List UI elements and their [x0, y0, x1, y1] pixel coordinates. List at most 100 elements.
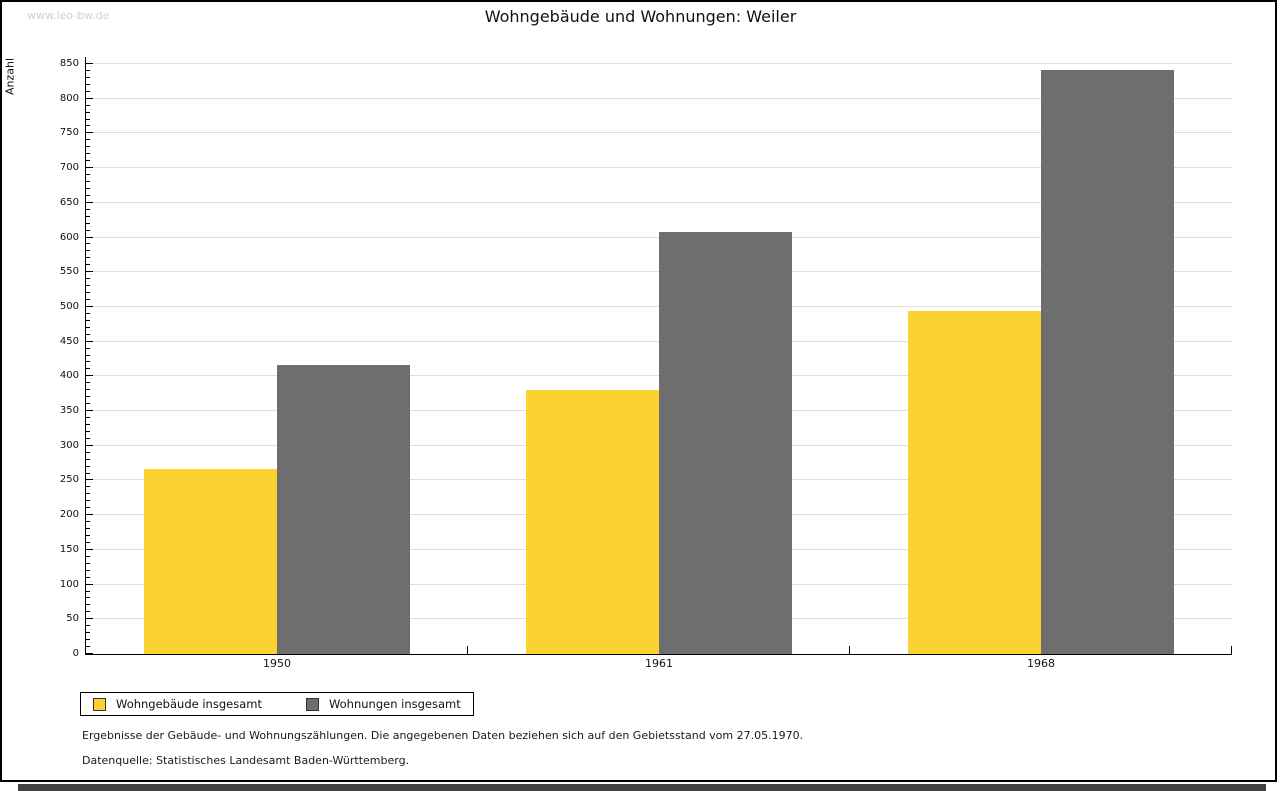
y-gridline: [86, 201, 1232, 203]
y-axis-minor-tick: [86, 354, 90, 356]
y-axis-minor-tick: [86, 486, 90, 488]
y-gridline: [86, 167, 1232, 169]
legend: Wohngebäude insgesamt Wohnungen insgesam…: [80, 692, 474, 716]
y-axis-minor-tick: [86, 181, 90, 182]
y-axis-minor-tick: [86, 646, 90, 648]
y-axis-tick-label: 850: [59, 58, 79, 69]
y-axis-tick-label: 300: [59, 439, 79, 451]
legend-label: Wohnungen insgesamt: [328, 697, 461, 711]
y-axis-minor-tick: [86, 576, 90, 578]
y-axis-minor-tick: [86, 604, 90, 606]
y-axis-tick-label: 650: [59, 196, 79, 208]
y-axis-minor-tick: [86, 76, 90, 78]
y-gridline: [86, 132, 1232, 134]
y-gridline: [86, 63, 1232, 64]
y-axis-major-tick: [86, 167, 93, 169]
y-axis-major-tick: [86, 410, 93, 412]
y-axis-tick-label: 400: [59, 370, 79, 382]
y-axis-minor-tick: [86, 500, 90, 502]
y-axis-tick-label: 450: [59, 335, 79, 347]
y-axis-minor-tick: [86, 299, 90, 300]
y-axis-minor-tick: [86, 597, 90, 599]
y-axis-minor-tick: [86, 319, 90, 321]
y-axis-minor-tick: [86, 632, 90, 634]
x-axis-boundary-tick: [467, 646, 468, 654]
y-axis-minor-tick: [86, 153, 90, 155]
y-axis-minor-tick: [86, 215, 90, 217]
y-axis-major-tick: [86, 63, 93, 64]
y-axis-minor-tick: [86, 69, 90, 71]
y-axis-minor-tick: [86, 104, 90, 106]
y-axis-minor-tick: [86, 535, 90, 536]
y-axis-minor-tick: [86, 326, 90, 328]
y-axis-major-tick: [86, 375, 93, 377]
y-axis-minor-tick: [86, 458, 90, 460]
y-gridline: [86, 97, 1232, 99]
y-axis-tick-label: 750: [59, 127, 79, 139]
y-axis-tick-label: 550: [59, 266, 79, 278]
bar-1950-wohnungen: [277, 365, 410, 654]
y-axis-tick-label: 50: [66, 613, 79, 625]
y-axis-major-tick: [86, 514, 93, 516]
y-axis-tick-label: 250: [59, 474, 79, 486]
y-axis-tick-label: 700: [59, 162, 79, 174]
x-axis-category-label: 1968: [1027, 657, 1055, 670]
plot-area: 0 50 100 150 200 250 300 350 400 450 500 550 600 650 7…: [60, 57, 1232, 670]
y-axis-minor-tick: [86, 208, 90, 210]
watermark-link: www.leo-bw.de: [27, 9, 110, 22]
y-axis-tick-label: 800: [59, 92, 79, 104]
y-axis-minor-tick: [86, 437, 90, 439]
y-axis-minor-tick: [86, 521, 90, 523]
y-axis-minor-tick: [86, 368, 90, 370]
y-axis-major-tick: [86, 653, 93, 654]
y-axis-minor-tick: [86, 292, 90, 294]
y-axis-minor-tick: [86, 250, 90, 252]
y-axis-minor-tick: [86, 264, 90, 266]
y-axis-minor-tick: [86, 90, 90, 92]
y-axis-minor-tick: [86, 194, 90, 196]
y-axis-major-tick: [86, 271, 93, 273]
y-axis-minor-tick: [86, 569, 90, 571]
y-axis-major-tick: [86, 132, 93, 134]
chart-title: Wohngebäude und Wohnungen: Weiler: [484, 7, 797, 26]
y-axis-minor-tick: [86, 430, 90, 432]
x-axis-boundary-tick: [849, 646, 850, 654]
y-axis-minor-tick: [86, 451, 90, 453]
y-axis-tick-label: 200: [59, 509, 79, 521]
y-axis-minor-tick: [86, 278, 90, 280]
y-axis-minor-tick: [86, 222, 90, 224]
y-axis-minor-tick: [86, 382, 90, 384]
y-axis-major-tick: [86, 444, 93, 446]
y-axis-minor-tick: [86, 590, 90, 592]
x-axis-category-label: 1961: [645, 657, 673, 670]
y-axis-major-tick: [86, 236, 93, 238]
y-axis-major-tick: [86, 479, 93, 481]
y-axis-minor-tick: [86, 118, 90, 120]
bar-1950-wohngebaeude: [144, 469, 277, 654]
y-axis-minor-tick: [86, 611, 90, 613]
y-axis-minor-tick: [86, 285, 90, 287]
y-axis-minor-tick: [86, 111, 90, 113]
y-axis-major-tick: [86, 97, 93, 99]
y-axis-minor-tick: [86, 625, 90, 627]
legend-swatch-yellow: [93, 697, 106, 711]
y-axis-minor-tick: [86, 541, 90, 543]
y-axis-minor-tick: [86, 160, 90, 162]
y-axis-minor-tick: [86, 125, 90, 127]
y-axis-minor-tick: [86, 423, 90, 425]
y-axis-tick-label: 150: [59, 543, 79, 555]
legend-swatch-gray: [305, 697, 319, 711]
y-axis-tick-label: 100: [59, 578, 79, 590]
footnote-line-1: Ergebnisse der Gebäude- und Wohnungszähl…: [82, 729, 804, 742]
y-axis-major-tick: [86, 583, 93, 585]
y-axis-tick-label: 500: [59, 300, 79, 312]
y-axis-minor-tick: [86, 507, 90, 509]
y-axis-minor-tick: [86, 174, 90, 176]
y-axis-minor-tick: [86, 639, 90, 641]
y-axis-minor-tick: [86, 257, 90, 259]
y-axis-title: Anzahl: [3, 57, 17, 96]
y-axis-minor-tick: [86, 472, 90, 474]
y-axis-minor-tick: [86, 229, 90, 231]
y-axis-minor-tick: [86, 417, 90, 418]
